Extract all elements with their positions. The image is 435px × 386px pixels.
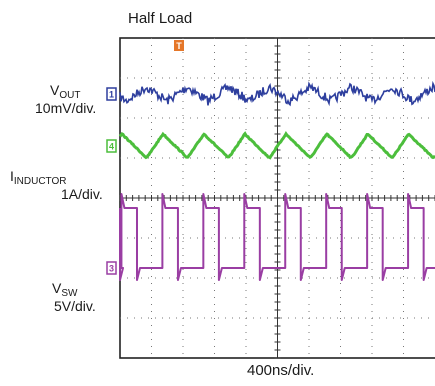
time-scale-label: 400ns/div. <box>247 362 315 379</box>
vsw-channel-marker-number: 3 <box>109 264 114 274</box>
vsw-label-main: V <box>52 280 62 296</box>
vout-channel-marker-number: 1 <box>109 90 114 100</box>
vsw-label: VSW <box>52 280 77 302</box>
vout-scale: 10mV/div. <box>35 100 97 116</box>
vout-channel-marker <box>106 87 117 101</box>
vsw-scale: 5V/div. <box>54 298 96 314</box>
inductor-label-sub: INDUCTOR <box>13 176 67 187</box>
vout-label-sub: OUT <box>59 90 81 101</box>
vsw-channel-marker <box>106 261 117 275</box>
vsw-trace <box>119 193 435 281</box>
inductor-scale: 1A/div. <box>61 186 103 202</box>
vsw-label-sub: SW <box>61 288 78 299</box>
chart-title: Half Load <box>128 10 193 27</box>
inductor-label-main: I <box>10 168 14 184</box>
vout-label-main: V <box>50 82 60 98</box>
grid <box>119 37 435 359</box>
trigger-marker <box>174 40 184 51</box>
vout-trace <box>119 80 435 107</box>
trigger-marker-label: T <box>176 41 182 51</box>
inductor-trace <box>118 130 435 160</box>
inductor-channel-marker-number: 4 <box>109 142 114 152</box>
waveform-traces <box>118 80 435 281</box>
inductor-channel-marker <box>106 139 117 153</box>
channel-markers: 1 4 3 T <box>106 40 184 275</box>
inductor-label: IINDUCTOR <box>10 168 66 190</box>
vout-label: VOUT <box>50 82 80 104</box>
